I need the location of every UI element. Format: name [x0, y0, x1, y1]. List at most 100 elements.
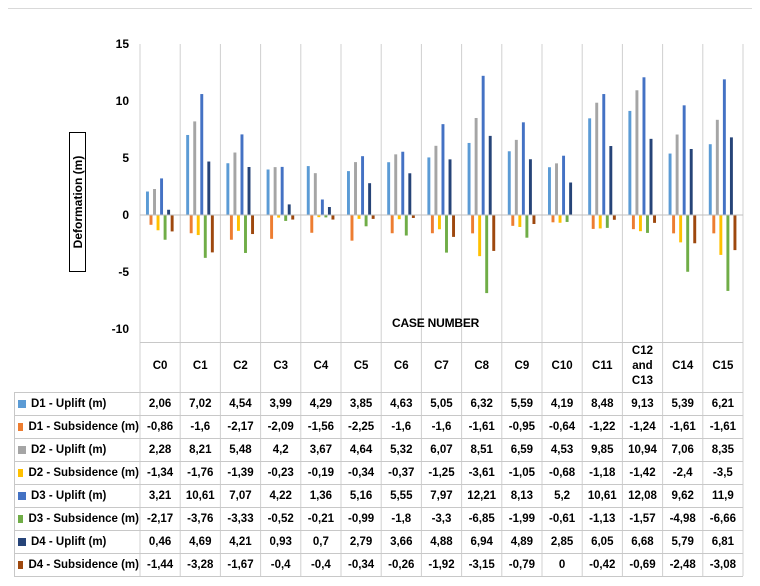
data-cell: 4,63: [390, 397, 413, 410]
bar: [284, 215, 288, 221]
data-cell: 9,85: [591, 443, 614, 456]
bar: [390, 215, 394, 234]
bar: [236, 215, 240, 231]
bar: [638, 215, 642, 232]
data-cell: -2,17: [227, 420, 254, 433]
bar: [153, 189, 156, 215]
bar: [525, 215, 529, 238]
bar: [485, 215, 489, 294]
data-cell: 4,88: [430, 535, 453, 548]
category-header: C7: [434, 359, 449, 372]
data-cell: -1,18: [589, 466, 616, 479]
bar: [733, 215, 737, 251]
table-row-border: [14, 530, 743, 531]
table-row-border: [14, 415, 743, 416]
data-cell: -3,33: [227, 512, 254, 525]
bar: [394, 154, 398, 215]
bar: [602, 94, 606, 215]
data-cell: -0,86: [146, 420, 174, 433]
bar: [514, 139, 518, 215]
bar: [277, 215, 281, 218]
bar: [521, 122, 525, 215]
table-row: D1 - Subsidence (m) -0,86 -1,6 -2,17 -2,09 -1…: [14, 415, 740, 438]
table-row-border: [14, 553, 743, 554]
table-row-border: [14, 461, 743, 462]
data-cell: -6,66: [709, 512, 736, 525]
data-cell: -1,25: [428, 466, 455, 479]
data-cell: 9,13: [631, 397, 654, 410]
data-cell: 8,35: [711, 443, 735, 456]
bar: [668, 153, 672, 215]
data-cell: 7,02: [189, 397, 212, 410]
data-cell: -1,99: [508, 512, 535, 525]
bar: [726, 215, 730, 291]
data-cell: -0,23: [267, 466, 294, 479]
bar: [317, 215, 321, 218]
bar: [196, 215, 200, 236]
data-cell: -1,05: [508, 466, 535, 479]
data-cell: 10,94: [628, 443, 657, 456]
bar: [411, 215, 415, 218]
data-cell: -2,17: [146, 512, 174, 525]
table-row-border: [14, 576, 743, 577]
bar: [555, 163, 558, 215]
data-cell: -2,4: [672, 466, 693, 479]
data-cell: 4,29: [309, 397, 333, 410]
bar: [588, 118, 592, 215]
bar: [675, 134, 679, 215]
data-cell: 6,07: [430, 443, 453, 456]
data-cell: 7,97: [430, 489, 453, 502]
legend-entry: D2 - Subsidence (m): [14, 461, 139, 484]
bar: [331, 215, 335, 220]
bar: [689, 148, 693, 215]
data-cell: -6,85: [468, 512, 495, 525]
bar: [532, 215, 536, 225]
bar: [354, 162, 357, 215]
bar: [729, 137, 733, 215]
bar: [672, 215, 676, 234]
bar: [203, 215, 207, 258]
legend-swatch: [18, 514, 24, 523]
bar: [324, 215, 328, 218]
data-cell: -2,48: [669, 558, 696, 571]
legend-swatch: [18, 399, 26, 408]
category-header: C15: [712, 359, 734, 372]
bar: [357, 215, 361, 219]
bar: [160, 178, 164, 215]
data-cell: 3,21: [148, 489, 172, 502]
data-cell: 3,99: [269, 397, 292, 410]
bar: [434, 145, 438, 215]
bar: [270, 215, 274, 239]
top-rule: [8, 8, 752, 9]
data-cell: 1,36: [309, 489, 333, 502]
bar: [605, 215, 609, 228]
series-name: D3 - Uplift (m): [31, 489, 107, 502]
data-cell: -0,4: [270, 558, 291, 571]
bar: [528, 159, 532, 215]
table-row: D2 - Uplift (m) 2,28 8,21 5,48 4,2 3,67 4,64 5,…: [14, 438, 740, 461]
bar: [565, 215, 569, 222]
bar: [612, 215, 616, 220]
bar: [441, 124, 445, 215]
bar: [558, 215, 562, 223]
table-row-border: [14, 484, 743, 485]
legend-entry: D2 - Uplift (m): [14, 438, 139, 461]
series-name: D2 - Uplift (m): [31, 443, 107, 456]
data-cell: -0,52: [267, 512, 294, 525]
bar: [708, 144, 712, 215]
data-cell: 4,19: [550, 397, 574, 410]
data-cell: 12,21: [467, 489, 497, 502]
bar: [244, 215, 247, 253]
category-header: C10: [551, 359, 573, 372]
bar: [186, 134, 190, 215]
data-cell: -1,44: [146, 558, 174, 571]
bar: [210, 215, 214, 253]
bar: [193, 121, 197, 215]
bar: [167, 209, 171, 215]
bar: [207, 161, 211, 215]
bar: [287, 204, 291, 215]
data-cell: -4,98: [669, 512, 696, 525]
bar: [280, 166, 284, 215]
data-cell: -0,68: [548, 466, 576, 479]
y-tick-label: 10: [116, 94, 130, 108]
